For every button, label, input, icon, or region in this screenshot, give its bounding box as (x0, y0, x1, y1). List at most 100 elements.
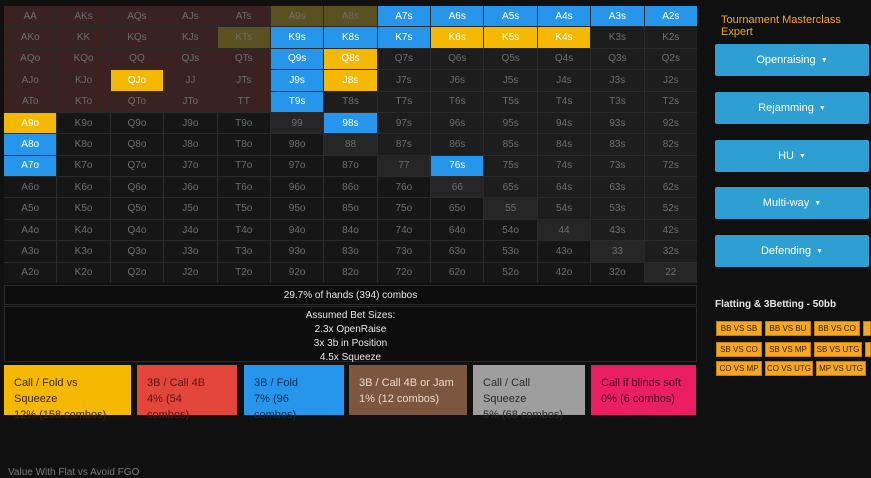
hand-cell-q4o[interactable]: Q4o (110, 219, 164, 241)
tag-sb-vs-utg[interactable]: SB VS UTG (814, 342, 862, 357)
hand-cell-qjs[interactable]: QJs (164, 48, 217, 70)
legend-call-fold-vs-squeeze[interactable]: Call / Fold vs Squeeze 12% (158 combos) (4, 365, 131, 421)
hand-cell-72s[interactable]: 72s (644, 155, 697, 177)
hand-cell-83o[interactable]: 83o (324, 241, 377, 262)
hand-cell-kk[interactable]: KK (57, 27, 110, 48)
hand-cell-t2o[interactable]: T2o (217, 262, 270, 283)
legend-call-call-squeeze[interactable]: Call / Call Squeeze 5% (68 combos) (473, 365, 585, 421)
hand-cell-92s[interactable]: 92s (644, 112, 697, 134)
tag-bb-vs-bu[interactable]: BB VS BU (765, 321, 811, 336)
hand-cell-43s[interactable]: 43s (591, 219, 644, 241)
hand-cell-k3s[interactable]: K3s (591, 27, 644, 48)
openraising-menu-button[interactable]: Openraising ▼ (715, 44, 869, 76)
hand-cell-j4o[interactable]: J4o (164, 219, 217, 241)
hand-cell-j6o[interactable]: J6o (164, 177, 217, 198)
legend-3b-call-4b[interactable]: 3B / Call 4B 4% (54 combos) (137, 365, 237, 421)
hand-cell-k2o[interactable]: K2o (57, 262, 110, 283)
hand-cell-t7s[interactable]: T7s (377, 91, 431, 112)
hand-cell-q5o[interactable]: Q5o (110, 198, 164, 219)
hand-cell-q2o[interactable]: Q2o (110, 262, 164, 283)
hand-cell-87o[interactable]: 87o (324, 155, 377, 177)
hand-cell-82s[interactable]: 82s (644, 134, 697, 155)
hand-cell-k9s[interactable]: K9s (270, 27, 324, 48)
hand-cell-k8o[interactable]: K8o (57, 134, 110, 155)
hand-cell-96s[interactable]: 96s (431, 112, 484, 134)
hand-cell-93s[interactable]: 93s (591, 112, 644, 134)
hand-cell-q2s[interactable]: Q2s (644, 48, 697, 70)
hand-cell-88[interactable]: 88 (324, 134, 377, 155)
hand-cell-k5s[interactable]: K5s (484, 27, 537, 48)
hand-cell-44[interactable]: 44 (537, 219, 591, 241)
hand-cell-t3o[interactable]: T3o (217, 241, 270, 262)
hand-cell-84s[interactable]: 84s (537, 134, 591, 155)
hand-cell-a8s[interactable]: A8s (324, 6, 377, 27)
hand-cell-j7o[interactable]: J7o (164, 155, 217, 177)
hand-cell-t6s[interactable]: T6s (431, 91, 484, 112)
hand-cell-j6s[interactable]: J6s (431, 70, 484, 91)
hand-cell-tt[interactable]: TT (217, 91, 270, 112)
hand-cell-43o[interactable]: 43o (537, 241, 591, 262)
legend-call-if-blinds-soft[interactable]: Call if blinds soft 0% (6 combos) (591, 365, 696, 415)
hand-cell-93o[interactable]: 93o (270, 241, 324, 262)
hand-cell-66[interactable]: 66 (431, 177, 484, 198)
hand-cell-72o[interactable]: 72o (377, 262, 431, 283)
hand-cell-kjs[interactable]: KJs (164, 27, 217, 48)
hand-cell-a5s[interactable]: A5s (484, 6, 537, 27)
hand-cell-j5o[interactable]: J5o (164, 198, 217, 219)
hand-cell-q7s[interactable]: Q7s (377, 48, 431, 70)
hand-cell-42o[interactable]: 42o (537, 262, 591, 283)
hand-cell-j9s[interactable]: J9s (270, 70, 324, 91)
hand-cell-82o[interactable]: 82o (324, 262, 377, 283)
hand-cell-32o[interactable]: 32o (591, 262, 644, 283)
legend-3b-call-4b-or-jam[interactable]: 3B / Call 4B or Jam 1% (12 combos) (349, 365, 467, 415)
tag-co-vs-utg[interactable]: CO VS UTG (765, 361, 813, 376)
tag-mp-vs-utg[interactable]: MP VS UTG (816, 361, 866, 376)
hand-cell-75s[interactable]: 75s (484, 155, 537, 177)
hand-cell-54o[interactable]: 54o (484, 219, 537, 241)
hand-cell-83s[interactable]: 83s (591, 134, 644, 155)
hand-cell-q9o[interactable]: Q9o (110, 112, 164, 134)
hand-cell-k8s[interactable]: K8s (324, 27, 377, 48)
rejamming-menu-button[interactable]: Rejamming ▼ (715, 92, 869, 124)
hand-cell-53o[interactable]: 53o (484, 241, 537, 262)
hand-cell-t4s[interactable]: T4s (537, 91, 591, 112)
tag-bb-vs-sb[interactable]: BB VS SB (716, 321, 762, 336)
hand-cell-t3s[interactable]: T3s (591, 91, 644, 112)
hand-cell-97o[interactable]: 97o (270, 155, 324, 177)
hand-cell-62o[interactable]: 62o (431, 262, 484, 283)
hand-cell-76o[interactable]: 76o (377, 177, 431, 198)
hand-cell-73s[interactable]: 73s (591, 155, 644, 177)
hand-cell-a4o[interactable]: A4o (4, 219, 57, 241)
hand-cell-62s[interactable]: 62s (644, 177, 697, 198)
hand-cell-a2s[interactable]: A2s (644, 6, 697, 27)
hand-cell-94s[interactable]: 94s (537, 112, 591, 134)
hand-cell-q9s[interactable]: Q9s (270, 48, 324, 70)
hand-cell-k2s[interactable]: K2s (644, 27, 697, 48)
hand-cell-q7o[interactable]: Q7o (110, 155, 164, 177)
hand-cell-86s[interactable]: 86s (431, 134, 484, 155)
hand-cell-95s[interactable]: 95s (484, 112, 537, 134)
hand-cell-64s[interactable]: 64s (537, 177, 591, 198)
hand-cell-55[interactable]: 55 (484, 198, 537, 219)
hand-cell-74s[interactable]: 74s (537, 155, 591, 177)
hand-cell-85o[interactable]: 85o (324, 198, 377, 219)
hand-cell-a3s[interactable]: A3s (591, 6, 644, 27)
hand-cell-q3o[interactable]: Q3o (110, 241, 164, 262)
hand-cell-qq[interactable]: QQ (110, 48, 164, 70)
hand-cell-aa[interactable]: AA (4, 6, 57, 27)
hand-cell-42s[interactable]: 42s (644, 219, 697, 241)
hand-cell-j9o[interactable]: J9o (164, 112, 217, 134)
hand-cell-t8s[interactable]: T8s (324, 91, 377, 112)
hand-cell-j2s[interactable]: J2s (644, 70, 697, 91)
hand-cell-53s[interactable]: 53s (591, 198, 644, 219)
legend-3b-fold[interactable]: 3B / Fold 7% (96 combos) (244, 365, 344, 421)
hand-cell-kqs[interactable]: KQs (110, 27, 164, 48)
hand-cell-qto[interactable]: QTo (110, 91, 164, 112)
tag-sb-vs-mp[interactable]: SB VS MP (765, 342, 811, 357)
hand-cell-74o[interactable]: 74o (377, 219, 431, 241)
hand-cell-q6o[interactable]: Q6o (110, 177, 164, 198)
hand-cell-kts[interactable]: KTs (217, 27, 270, 48)
hand-cell-63s[interactable]: 63s (591, 177, 644, 198)
hand-cell-a7o[interactable]: A7o (4, 155, 57, 177)
hand-cell-t2s[interactable]: T2s (644, 91, 697, 112)
